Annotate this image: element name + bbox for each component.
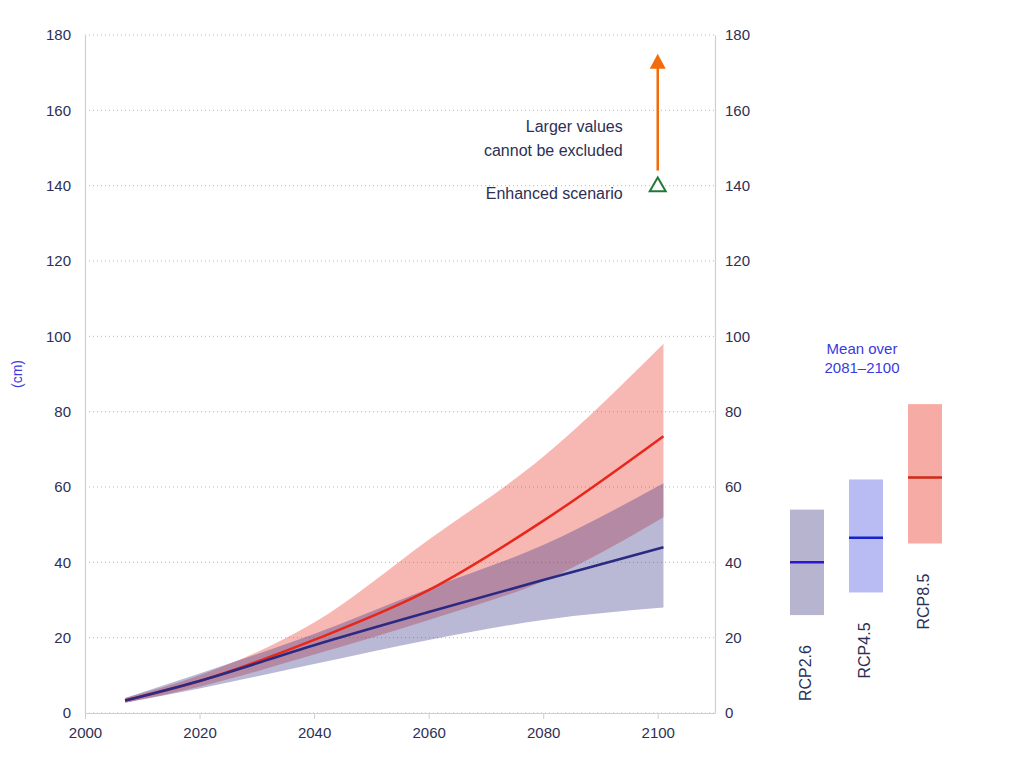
annotation-text: Larger values [526,118,623,135]
y-axis-tick: 0 [63,704,85,721]
inset-title: Mean over [827,340,898,357]
y-axis-right-tick: 140 [715,177,750,194]
inset: RCP2.6 RCP4.5 RCP8.5 Mean over 2081–2100 [790,340,942,701]
y-axis-right-tick: 0 [715,704,733,721]
y-axis-right-tick: 20 [715,629,742,646]
plot-area [125,344,663,703]
y-axis-tick-label: 80 [54,403,71,420]
y-axis-right-tick-label: 80 [725,403,742,420]
grid-line [85,35,715,36]
y-axis-right-tick: 40 [715,554,742,571]
series-line [125,436,663,700]
category-label: RCP2.6 [797,645,814,701]
y-axis-right-tick: 180 [715,26,750,43]
y-axis-right-tick-label: 160 [725,102,750,119]
y-axis-right: 0 20 40 60 80 100 120 140 160 180 [715,26,750,721]
y-axis-right-tick: 160 [715,102,750,119]
x-axis-tick: 2040 [298,713,331,741]
y-axis-right-tick: 80 [715,403,742,420]
scenario-marker [650,177,666,191]
x-axis-tick-label: 2080 [527,724,560,741]
y-axis-tick-label: 140 [46,177,71,194]
series-line [125,547,663,700]
x-axis-tick-mark [658,713,659,719]
y-axis-tick-label: 0 [63,704,71,721]
x-axis-tick-mark [85,713,86,719]
mean-line [849,537,883,540]
grid [85,35,715,713]
y-axis-tick: 100 [46,328,85,345]
y-axis-right-tick-label: 180 [725,26,750,43]
chart-svg: 0204060801001201401601802000202020402060… [0,0,1024,776]
y-axis-tick: 160 [46,102,85,119]
x-axis-tick-mark [429,713,430,719]
y-axis-right-tick: 100 [715,328,750,345]
arrow-shaft [656,64,659,171]
y-axis-right-line [715,36,716,714]
chart-root: 0204060801001201401601802000202020402060… [0,0,1024,776]
annotation-text: Enhanced scenario [486,185,623,202]
x-axis-tick: 2100 [642,713,675,741]
y-axis-tick-label: 120 [46,252,71,269]
y-axis: 0 20 40 60 80 100 120 140 160 180 [46,26,86,721]
y-axis-right-tick: 120 [715,252,750,269]
x-axis-tick-label: 2040 [298,724,331,741]
y-axis-right-tick-label: 140 [725,177,750,194]
grid-line [85,336,715,337]
y-axis-tick: 120 [46,252,85,269]
y-axis-line [85,36,86,714]
y-axis-tick: 40 [54,554,85,571]
uncertainty-band [125,483,663,703]
y-axis-tick: 140 [46,177,85,194]
x-axis-line [86,713,716,714]
y-axis-title: (cm) [9,360,25,388]
range-box [790,510,824,615]
grid-line [85,261,715,262]
x-axis-tick-label: 2060 [412,724,445,741]
y-axis-tick-label: 160 [46,102,71,119]
y-axis-tick-label: 100 [46,328,71,345]
y-axis-tick: 180 [46,26,85,43]
mean-line [790,561,824,564]
y-axis-right-tick: 60 [715,478,742,495]
annotation-text: cannot be excluded [484,142,623,159]
range-box [849,479,883,592]
x-axis-tick: 2000 [69,713,102,741]
y-axis-right-tick-label: 20 [725,629,742,646]
y-axis-right-tick-label: 0 [725,704,733,721]
y-axis-tick-label: 60 [54,478,71,495]
x-axis-tick-label: 2020 [183,724,216,741]
y-axis-right-tick-label: 60 [725,478,742,495]
y-axis-tick: 80 [54,403,85,420]
y-axis-tick-label: 180 [46,26,71,43]
category-label: RCP4.5 [856,622,873,678]
mean-line [908,476,942,479]
y-axis-tick: 20 [54,629,85,646]
y-axis-tick: 60 [54,478,85,495]
x-axis-tick-label: 2100 [642,724,675,741]
x-axis-tick: 2060 [412,713,445,741]
x-axis-tick: 2020 [183,713,216,741]
y-axis-tick-label: 20 [54,629,71,646]
x-axis-tick-mark [543,713,544,719]
x-axis-tick-label: 2000 [69,724,102,741]
y-axis-right-tick-label: 40 [725,554,742,571]
grid-line [85,713,715,714]
inset-title: 2081–2100 [824,359,899,376]
grid-line [85,110,715,111]
range-box [908,404,942,543]
x-axis-tick: 2080 [527,713,560,741]
x-axis-tick-mark [200,713,201,719]
x-axis-tick-mark [314,713,315,719]
category-label: RCP8.5 [915,573,932,629]
y-axis-right-tick-label: 120 [725,252,750,269]
arrow-head [650,54,666,69]
x-axis: 2000 2020 2040 2060 2080 2100 [69,713,716,741]
uncertainty-band [125,344,663,703]
y-axis-tick-label: 40 [54,554,71,571]
annotations: Larger values cannot be excluded Enhanced … [484,54,666,202]
y-axis-right-tick-label: 100 [725,328,750,345]
